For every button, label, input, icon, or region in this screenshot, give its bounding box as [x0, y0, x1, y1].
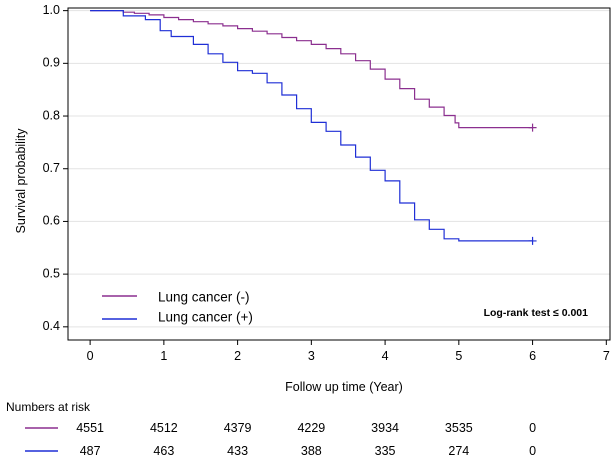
risk-count: 335 [375, 444, 396, 458]
survival-curve-lung-cancer-negative [90, 10, 533, 129]
legend-label-lung-cancer-negative: Lung cancer (-) [158, 290, 250, 305]
plot-frame [67, 7, 611, 341]
y-tick-label: 1.0 [43, 3, 60, 17]
y-tick-label: 0.5 [43, 266, 60, 280]
risk-count: 3934 [371, 421, 399, 435]
x-tick-label: 5 [455, 349, 462, 363]
risk-count: 4379 [224, 421, 252, 435]
risk-count: 4551 [76, 421, 104, 435]
censor-mark [528, 123, 537, 132]
legend-label-lung-cancer-positive: Lung cancer (+) [158, 310, 253, 325]
risk-count: 0 [529, 444, 536, 458]
risk-count: 3535 [445, 421, 473, 435]
y-tick-label: 0.6 [43, 214, 60, 228]
logrank-annotation: Log-rank test ≤ 0.001 [484, 307, 589, 319]
risk-count: 0 [529, 421, 536, 435]
risk-table-title: Numbers at risk [6, 400, 91, 414]
y-axis-label: Survival probability [14, 128, 28, 234]
risk-table: 4551 4512 4379 4229 3934 3535 0 487 463 433 388 335… [25, 421, 536, 458]
censor-mark [528, 236, 537, 245]
x-tick-label: 0 [87, 349, 94, 363]
x-tick-label: 4 [382, 349, 389, 363]
legend: Lung cancer (-) Lung cancer (+) [102, 290, 253, 325]
risk-count: 433 [227, 444, 248, 458]
y-tick-label: 0.7 [43, 161, 60, 175]
axis-ticks: 0.4 0.5 0.6 0.7 0.8 0.9 1.0 0 1 2 3 4 5 6 7 [43, 3, 610, 363]
risk-count: 388 [301, 444, 322, 458]
y-tick-label: 0.4 [43, 319, 60, 333]
survival-curves [90, 10, 537, 245]
survival-curve-lung-cancer-positive [90, 10, 533, 242]
x-tick-label: 1 [160, 349, 167, 363]
risk-count: 274 [448, 444, 469, 458]
x-axis-label: Follow up time (Year) [285, 380, 403, 394]
y-tick-label: 0.8 [43, 108, 60, 122]
risk-count: 463 [153, 444, 174, 458]
risk-count: 487 [80, 444, 101, 458]
x-tick-label: 6 [529, 349, 536, 363]
x-tick-label: 3 [308, 349, 315, 363]
risk-count: 4229 [297, 421, 325, 435]
risk-count: 4512 [150, 421, 178, 435]
gridlines [68, 10, 610, 328]
x-tick-label: 2 [234, 349, 241, 363]
y-tick-label: 0.9 [43, 56, 60, 70]
x-tick-label: 7 [603, 349, 610, 363]
